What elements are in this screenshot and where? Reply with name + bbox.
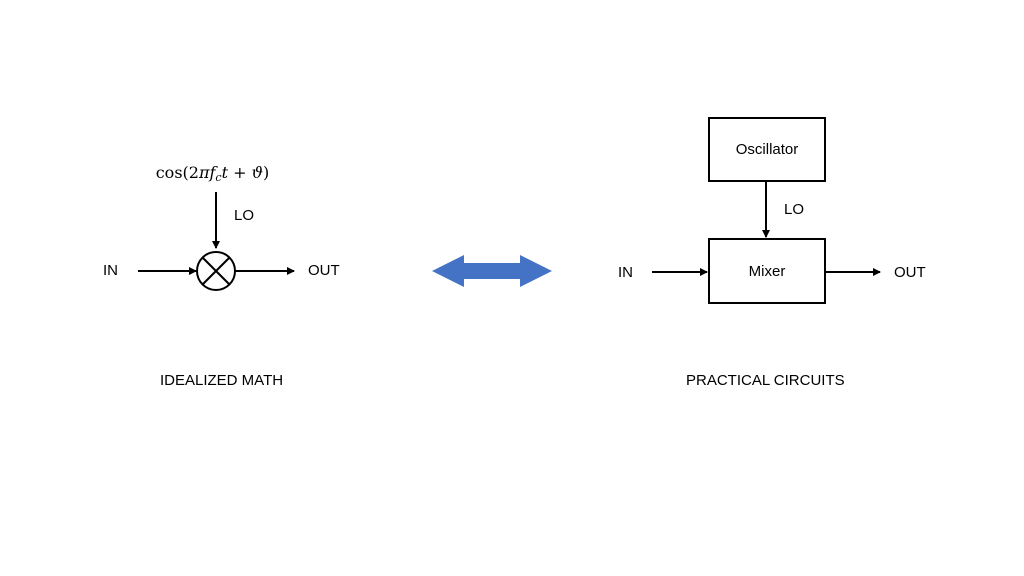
lo-formula: cos(2πfct + ϑ) — [155, 163, 270, 184]
caption-idealized-math: IDEALIZED MATH — [160, 372, 284, 389]
lo-label-left: LO — [234, 207, 255, 224]
oscillator-label: Oscillator — [735, 141, 799, 158]
out-label-left: OUT — [308, 262, 340, 279]
multiplier-symbol — [196, 251, 236, 291]
double-arrow — [432, 255, 552, 287]
mixer-label: Mixer — [748, 263, 786, 280]
out-label-right: OUT — [894, 264, 926, 281]
in-label-right: IN — [618, 264, 633, 281]
caption-practical-circuits: PRACTICAL CIRCUITS — [686, 372, 845, 389]
in-label-left: IN — [103, 262, 118, 279]
lo-label-right: LO — [784, 201, 805, 218]
